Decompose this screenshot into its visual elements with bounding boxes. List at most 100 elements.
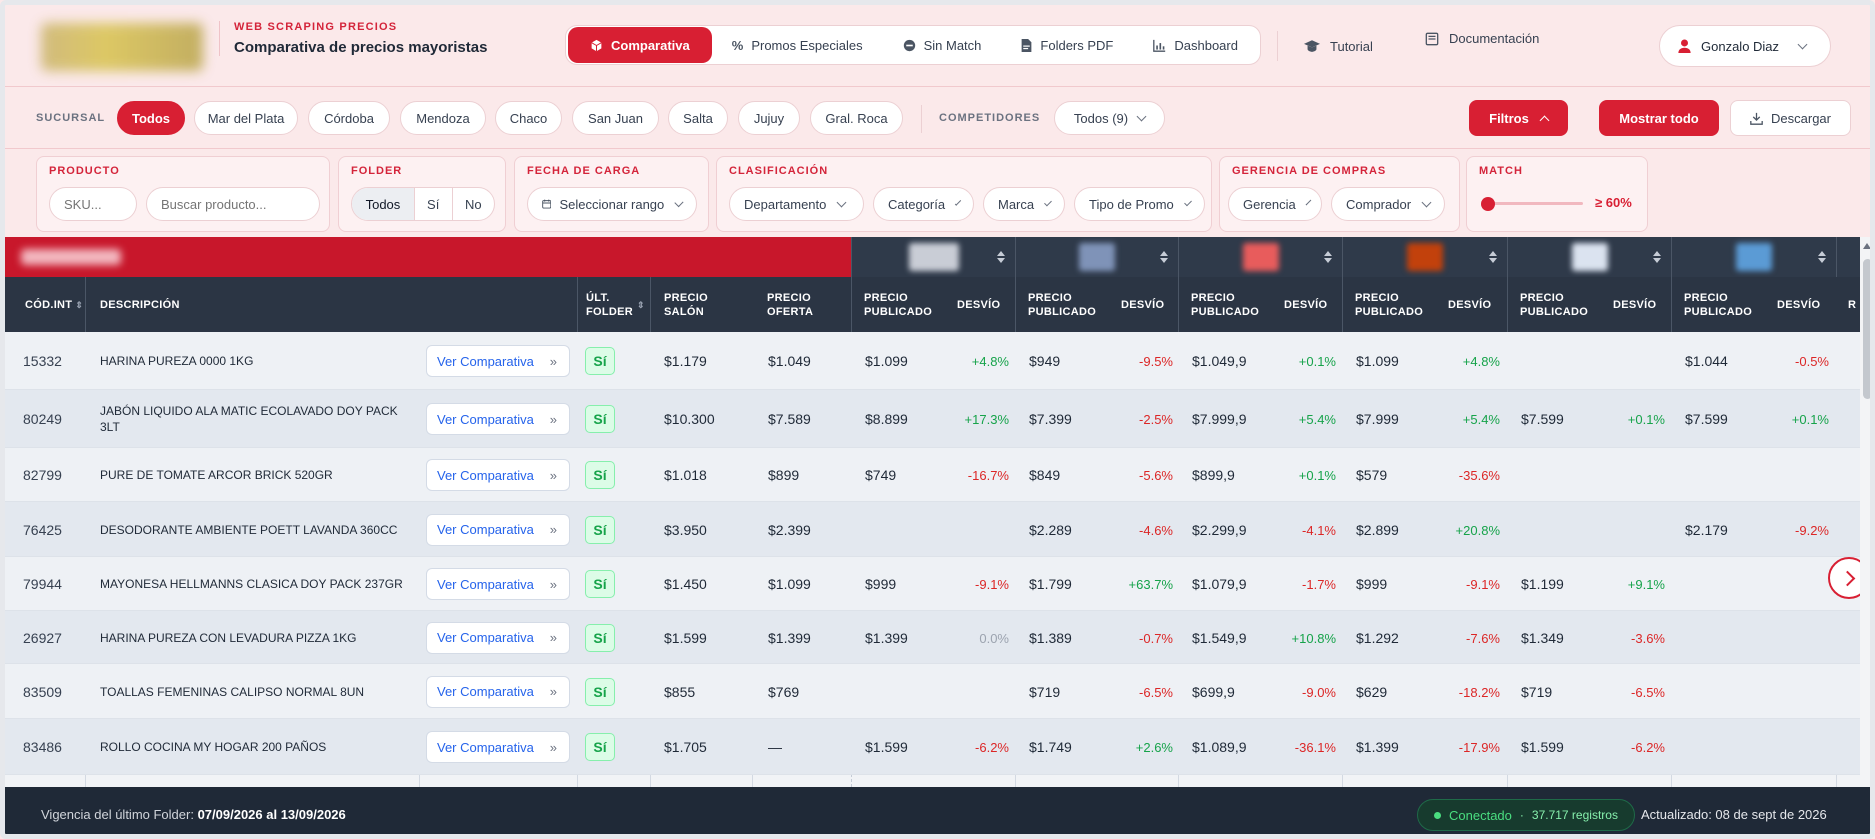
th-precio-publicado[interactable]: PRECIO PUBLICADO — [1508, 277, 1600, 332]
top-header: WEB SCRAPING PRECIOS Comparativa de prec… — [5, 5, 1870, 87]
mostrar-todo-button[interactable]: Mostrar todo — [1599, 100, 1719, 136]
th-desvio[interactable]: DESVÍO — [1284, 298, 1328, 311]
ver-comparativa-button[interactable]: Ver Comparativa » — [426, 459, 570, 491]
sucursal-chip-cordoba[interactable]: Córdoba — [308, 101, 390, 135]
sucursal-chip-mendoza[interactable]: Mendoza — [400, 101, 486, 135]
precio-publicado-cell: $1.389 — [1029, 629, 1072, 646]
categoria-select[interactable]: Categoría — [873, 187, 974, 221]
sucursal-chip-mar-del-plata[interactable]: Mar del Plata — [194, 101, 298, 135]
ver-comparativa-button[interactable]: Ver Comparativa » — [426, 345, 570, 377]
competidores-select[interactable]: Todos (9) — [1054, 101, 1165, 135]
table-row[interactable]: 83509 TOALLAS FEMENINAS CALIPSO NORMAL 8U… — [5, 664, 1860, 719]
nav-folders-pdf[interactable]: Folders PDF — [1001, 27, 1133, 63]
folder-option-todos[interactable]: Todos — [352, 188, 415, 220]
ver-comparativa-button[interactable]: Ver Comparativa » — [426, 568, 570, 600]
th-precio-publicado[interactable]: PRECIO PUBLICADO — [1672, 277, 1764, 332]
folder-option-no[interactable]: No — [464, 196, 482, 212]
filtros-button[interactable]: Filtros — [1469, 100, 1568, 136]
ver-comparativa-button[interactable]: Ver Comparativa » — [426, 513, 570, 546]
ver-comparativa-button[interactable]: Ver Comparativa » — [426, 403, 570, 435]
user-menu[interactable]: Gonzalo Diaz — [1659, 25, 1831, 67]
sucursal-chip-salta[interactable]: Salta — [668, 101, 728, 135]
table-row[interactable]: 15332 HARINA PUREZA 0000 1KG Ver Comparati… — [5, 332, 1860, 390]
scrollbar-thumb[interactable] — [1863, 259, 1870, 399]
descargar-button[interactable]: Descargar — [1730, 100, 1851, 136]
divider — [577, 277, 578, 332]
th-ult-folder[interactable]: ÚLT. FOLDER ⇕ — [574, 277, 650, 332]
own-store-group — [5, 237, 851, 277]
th-label-stack: PRECIO PUBLICADO — [864, 291, 932, 319]
desvio-cell: -18.2% — [1458, 684, 1500, 700]
competitor-header-4[interactable] — [1342, 237, 1507, 277]
precio-publicado-cell: $8.899 — [865, 411, 908, 427]
tipo-promo-select[interactable]: Tipo de Promo — [1074, 187, 1205, 221]
precio-publicado-cell: $1.349 — [1521, 629, 1564, 646]
desvio-cell: -1.7% — [1302, 577, 1336, 592]
th-precio-salon[interactable]: PRECIO SALÓN — [652, 277, 752, 332]
comprador-select[interactable]: Comprador — [1331, 187, 1445, 221]
competitor-logo — [1571, 243, 1608, 271]
tutorial-label: Tutorial — [1330, 38, 1373, 54]
brand-subtitle: Comparativa de precios mayoristas — [234, 39, 488, 56]
sucursal-chip-jujuy[interactable]: Jujuy — [738, 101, 800, 135]
th-desvio[interactable]: DESVÍO — [1613, 298, 1657, 311]
sucursal-chip-chaco[interactable]: Chaco — [495, 101, 562, 135]
table-row[interactable]: 26927 HARINA PUREZA CON LEVADURA PIZZA 1K… — [5, 611, 1860, 664]
th-precio-publicado[interactable]: PRECIO PUBLICADO — [1343, 277, 1435, 332]
nav-comparativa[interactable]: Comparativa — [568, 27, 712, 63]
vertical-scrollbar[interactable] — [1860, 237, 1870, 787]
desvio-cell: -0.7% — [1139, 630, 1173, 646]
precio-oferta-cell: $1.049 — [768, 353, 811, 369]
table-row[interactable]: 79944 MAYONESA HELLMANNS CLASICA DOY PACK… — [5, 557, 1860, 611]
th-descripcion[interactable]: DESCRIPCIÓN — [100, 298, 180, 311]
table-row[interactable]: 80249 JABÓN LIQUIDO ALA MATIC ECOLAVADO D… — [5, 390, 1860, 448]
sucursal-chip-san-juan[interactable]: San Juan — [572, 101, 659, 135]
th-precio-publicado[interactable]: PRECIO PUBLICADO — [1016, 277, 1108, 332]
sucursal-chip-gral-roca[interactable]: Gral. Roca — [810, 101, 903, 135]
competitor-header-5[interactable] — [1507, 237, 1671, 277]
precio-oferta-cell: $769 — [768, 683, 800, 700]
nav-dashboard[interactable]: Dashboard — [1133, 27, 1258, 63]
gerencia-select[interactable]: Gerencia — [1228, 187, 1322, 221]
clasificacion-panel: CLASIFICACIÓN Departamento Categoría Mar… — [716, 156, 1212, 232]
departamento-select[interactable]: Departamento — [729, 187, 864, 221]
sucursal-chip-todos[interactable]: Todos — [117, 101, 185, 135]
folder-option-si[interactable]: Sí — [415, 188, 453, 220]
table-row[interactable]: 82799 PURE DE TOMATE ARCOR BRICK 520GR Ver… — [5, 448, 1860, 502]
th-precio-oferta[interactable]: PRECIO OFERTA — [755, 277, 851, 332]
competitor-header-7[interactable] — [1836, 237, 1860, 277]
th-desvio[interactable]: DESVÍO — [1448, 298, 1492, 311]
chevron-down-icon — [1183, 198, 1192, 206]
match-slider-track[interactable] — [1483, 202, 1583, 205]
table-row[interactable]: 83486 ROLLO COCINA MY HOGAR 200 PAÑOS Ver … — [5, 719, 1860, 775]
match-slider-handle[interactable] — [1481, 197, 1495, 211]
documentacion-link[interactable]: Documentación — [1425, 31, 1539, 46]
marca-select[interactable]: Marca — [983, 187, 1065, 221]
tutorial-link[interactable]: Tutorial — [1277, 31, 1373, 61]
nav-promos-especiales[interactable]: % Promos Especiales — [712, 27, 883, 63]
desvio-cell: +4.8% — [971, 354, 1009, 369]
th-desvio[interactable]: DESVÍO — [1777, 298, 1821, 311]
competitor-header-6[interactable] — [1671, 237, 1836, 277]
desvio-cell: -4.6% — [1139, 522, 1173, 538]
table-row[interactable]: 76425 DESODORANTE AMBIENTE POETT LAVANDA … — [5, 502, 1860, 557]
precio-oferta-cell: — — [768, 739, 782, 755]
th-desvio[interactable]: DESVÍO — [1121, 298, 1165, 311]
ver-comparativa-button[interactable]: Ver Comparativa » — [426, 675, 570, 708]
th-precio-publicado[interactable]: PRECIO PUBLICADO — [852, 277, 944, 332]
date-range-select[interactable]: Seleccionar rango — [527, 187, 697, 221]
ver-comparativa-button[interactable]: Ver Comparativa » — [426, 621, 570, 654]
th-cod-int[interactable]: CÓD.INT ⇕ — [13, 277, 85, 332]
nav-sin-match[interactable]: Sin Match — [883, 27, 1002, 63]
competitor-header-2[interactable] — [1015, 237, 1178, 277]
sku-input[interactable] — [49, 187, 137, 221]
competitor-header-1[interactable] — [851, 237, 1015, 277]
precio-oferta-cell: $7.589 — [768, 411, 811, 427]
competitor-header-3[interactable] — [1178, 237, 1342, 277]
minus-circle-icon — [903, 39, 915, 51]
sort-icon — [1160, 251, 1168, 263]
ver-comparativa-button[interactable]: Ver Comparativa » — [426, 731, 570, 763]
th-desvio[interactable]: DESVÍO — [957, 298, 1001, 311]
th-precio-publicado[interactable]: PRECIO PUBLICADO — [1179, 277, 1271, 332]
product-search-input[interactable] — [146, 187, 320, 221]
